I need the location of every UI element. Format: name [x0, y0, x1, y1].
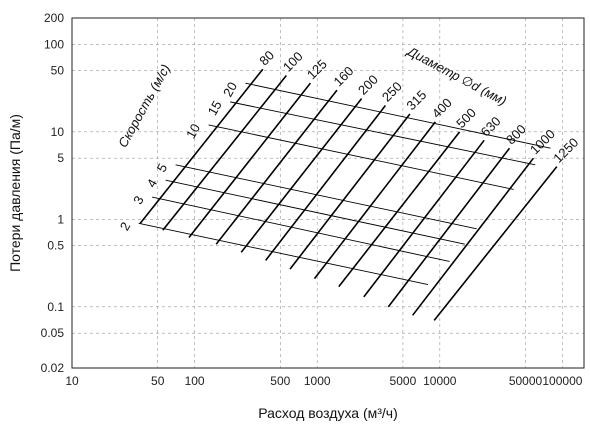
y-tick-label: 10	[51, 125, 65, 139]
x-tick-label: 10000	[423, 374, 457, 388]
diameter-line	[433, 166, 558, 321]
diameter-label: 315	[403, 87, 429, 113]
y-tick-label: 100	[44, 37, 64, 51]
velocity-label: 5	[154, 161, 171, 175]
y-tick-label: 0.02	[41, 361, 65, 375]
diameter-line	[162, 75, 287, 231]
x-axis-title: Расход воздуха (м³/ч)	[258, 405, 398, 421]
diameter-label: 500	[453, 105, 479, 131]
diameter-label: 800	[503, 121, 529, 147]
diameter-line	[215, 89, 338, 245]
velocity-line	[165, 179, 465, 245]
velocity-line	[175, 164, 477, 230]
y-tick-label: 0.05	[41, 326, 65, 340]
diameter-line	[363, 139, 485, 298]
diameter-line	[289, 113, 411, 270]
plot-frame	[71, 17, 585, 369]
diameter-label: 250	[379, 79, 405, 105]
x-tick-label: 50000	[509, 374, 543, 388]
velocity-label: 10	[183, 121, 203, 141]
diameter-label: 125	[304, 56, 330, 82]
diameter-label: 80	[256, 47, 277, 68]
y-axis-title: Потери давления (Па/м)	[7, 114, 23, 272]
diameter-line	[313, 121, 437, 280]
y-tick-label: 50	[51, 64, 65, 78]
diameter-line	[188, 82, 312, 239]
velocity-label: 15	[205, 98, 225, 118]
x-tick-label: 500	[270, 374, 290, 388]
diameter-line	[387, 147, 511, 308]
x-tick-labels: 10 50 100 500 1000 5000 10000 50000 100000	[65, 374, 582, 388]
velocity-line	[151, 196, 450, 262]
diameter-label: 160	[331, 63, 357, 89]
y-tick-label: 0.5	[47, 239, 64, 253]
x-tick-label: 1000	[304, 374, 331, 388]
x-tick-label: 5000	[390, 374, 417, 388]
y-tick-label: 1	[57, 212, 64, 226]
diameter-line	[411, 157, 535, 316]
diameter-lines	[139, 68, 558, 321]
y-tick-label: 5	[57, 151, 64, 165]
velocity-label: 20	[220, 79, 240, 99]
y-tick-label: 200	[44, 11, 64, 25]
velocity-title: Скорость (м/с)	[115, 62, 173, 150]
x-tick-label: 100000	[542, 374, 582, 388]
velocity-line	[138, 222, 429, 285]
velocity-line	[245, 82, 551, 149]
diameter-line	[338, 131, 461, 288]
y-tick-labels: 0.02 0.05 0.1 0.5 1 5 10 50 100 200	[41, 11, 65, 375]
y-tick-label: 0.1	[47, 300, 64, 314]
velocity-label: 2	[117, 220, 134, 234]
x-tick-label: 50	[151, 374, 165, 388]
velocity-lines	[138, 82, 551, 285]
diameter-line	[265, 105, 387, 261]
diameter-label: 630	[478, 113, 504, 139]
velocity-line	[230, 101, 536, 166]
velocity-label: 4	[144, 176, 161, 190]
diameter-line	[139, 68, 264, 224]
diameter-label: 400	[429, 95, 455, 121]
diameter-label: 200	[355, 72, 381, 98]
velocity-line	[208, 124, 514, 190]
x-tick-label: 10	[65, 374, 79, 388]
velocity-label: 3	[130, 193, 147, 207]
diameter-line	[240, 98, 363, 253]
x-tick-label: 100	[185, 374, 205, 388]
